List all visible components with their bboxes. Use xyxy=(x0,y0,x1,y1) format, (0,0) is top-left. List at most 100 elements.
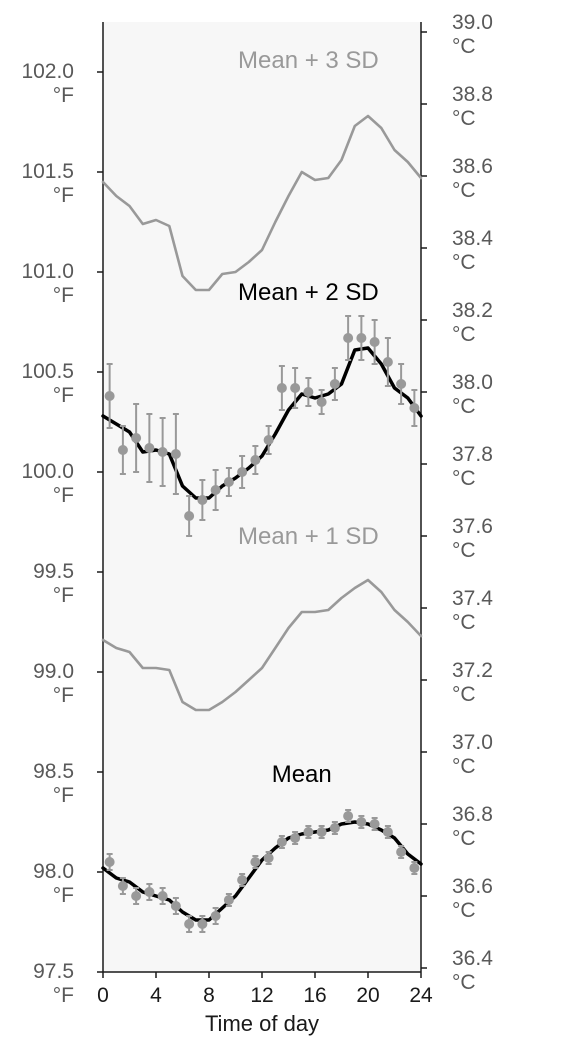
data-point xyxy=(223,895,234,905)
error-point-groups xyxy=(104,315,420,933)
x-tick-label: 12 xyxy=(250,984,273,1007)
right-tick-label: 37.4 xyxy=(452,587,493,610)
data-point xyxy=(210,485,221,495)
series-label: Mean + 3 SD xyxy=(238,47,379,74)
right-tick-unit: °C xyxy=(452,683,476,706)
left-tick-label: 100.0 xyxy=(21,460,74,483)
data-point xyxy=(144,443,155,453)
x-axis-ticks: 0 4 8 12 16 20 24 xyxy=(97,972,433,1007)
left-tick-unit: °F xyxy=(53,984,74,1007)
data-point xyxy=(250,857,261,867)
x-tick-label: 4 xyxy=(150,984,162,1007)
data-point xyxy=(316,397,327,407)
right-tick-unit: °C xyxy=(452,395,476,418)
data-point xyxy=(157,447,168,457)
left-tick-unit: °F xyxy=(53,384,74,407)
right-tick-unit: °C xyxy=(452,179,476,202)
right-tick-unit: °C xyxy=(452,971,476,994)
data-point xyxy=(144,887,155,897)
right-tick-label: 36.8 xyxy=(452,803,493,826)
left-tick-unit: °F xyxy=(53,484,74,507)
series-line xyxy=(101,578,423,712)
right-tick-label: 36.6 xyxy=(452,875,493,898)
x-tick-label: 0 xyxy=(97,984,109,1007)
right-tick-label: 38.2 xyxy=(452,299,493,322)
right-tick-unit: °C xyxy=(452,323,476,346)
left-tick-label: 101.0 xyxy=(21,260,74,283)
left-tick-unit: °F xyxy=(53,784,74,807)
right-tick-label: 38.8 xyxy=(452,83,493,106)
x-tick-label: 16 xyxy=(303,984,326,1007)
data-point xyxy=(276,837,287,847)
data-point xyxy=(104,857,115,867)
left-tick-unit: °F xyxy=(53,84,74,107)
data-point xyxy=(329,823,340,833)
series-line xyxy=(101,820,423,922)
data-point xyxy=(184,511,195,521)
series-label: Mean + 1 SD xyxy=(238,523,379,550)
data-point xyxy=(197,919,208,929)
right-tick-label: 36.4 xyxy=(452,947,493,970)
left-tick-label: 99.0 xyxy=(33,660,74,683)
data-point xyxy=(329,379,340,389)
right-tick-unit: °C xyxy=(452,755,476,778)
right-tick-unit: °C xyxy=(452,107,476,130)
left-tick-label: 100.5 xyxy=(21,360,74,383)
data-point xyxy=(343,811,354,821)
data-point xyxy=(117,445,128,455)
right-tick-unit: °C xyxy=(452,827,476,850)
data-point xyxy=(170,449,181,459)
data-point xyxy=(263,853,274,863)
data-point xyxy=(131,891,142,901)
data-point xyxy=(356,817,367,827)
data-point xyxy=(290,833,301,843)
right-tick-label: 37.8 xyxy=(452,443,493,466)
data-point xyxy=(382,357,393,367)
series-line xyxy=(101,346,423,500)
data-point xyxy=(104,391,115,401)
data-point xyxy=(369,819,380,829)
right-tick-label: 38.6 xyxy=(452,155,493,178)
right-tick-unit: °C xyxy=(452,251,476,274)
data-point xyxy=(382,827,393,837)
data-point xyxy=(276,383,287,393)
left-tick-label: 101.5 xyxy=(21,160,74,183)
left-tick-label: 98.0 xyxy=(33,860,74,883)
x-axis-title: Time of day xyxy=(205,1011,319,1036)
left-tick-unit: °F xyxy=(53,284,74,307)
data-point xyxy=(369,337,380,347)
right-axis-ticks: 36.4°C36.6°C36.8°C37.0°C37.2°C37.4°C37.6… xyxy=(421,11,493,994)
data-point xyxy=(343,333,354,343)
data-point xyxy=(250,455,261,465)
data-point xyxy=(396,379,407,389)
series-label: Mean xyxy=(272,761,332,788)
data-point xyxy=(263,435,274,445)
right-tick-label: 38.0 xyxy=(452,371,493,394)
data-point xyxy=(303,387,314,397)
x-tick-label: 20 xyxy=(356,984,379,1007)
data-point xyxy=(303,827,314,837)
data-point xyxy=(170,901,181,911)
data-point xyxy=(290,383,301,393)
left-tick-unit: °F xyxy=(53,884,74,907)
data-point xyxy=(184,919,195,929)
data-point xyxy=(131,433,142,443)
x-tick-label: 24 xyxy=(409,984,433,1007)
right-tick-label: 39.0 xyxy=(452,11,493,34)
left-tick-unit: °F xyxy=(53,184,74,207)
data-point xyxy=(197,495,208,505)
data-point xyxy=(223,477,234,487)
data-point xyxy=(237,875,248,885)
plot-area xyxy=(103,22,421,972)
right-tick-unit: °C xyxy=(452,539,476,562)
left-tick-label: 98.5 xyxy=(33,760,74,783)
data-point xyxy=(237,467,248,477)
right-tick-label: 38.4 xyxy=(452,227,493,250)
series-annotations: Mean + 3 SD Mean + 2 SD Mean + 1 SD Mean xyxy=(238,47,379,788)
left-tick-label: 99.5 xyxy=(33,560,74,583)
data-point xyxy=(210,911,221,921)
left-tick-unit: °F xyxy=(53,584,74,607)
right-tick-unit: °C xyxy=(452,35,476,58)
series-line xyxy=(101,114,423,292)
